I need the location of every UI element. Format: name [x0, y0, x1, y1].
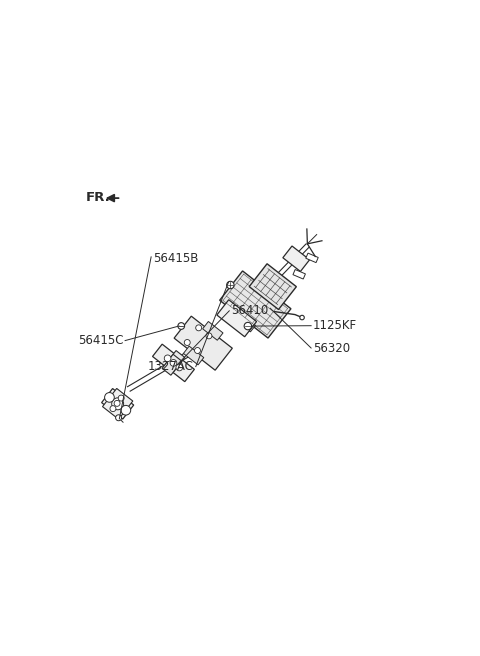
Circle shape	[170, 359, 177, 366]
Polygon shape	[165, 350, 185, 371]
Circle shape	[227, 281, 234, 289]
Polygon shape	[230, 310, 255, 332]
Circle shape	[194, 348, 201, 354]
Polygon shape	[283, 246, 310, 272]
Text: FR.: FR.	[86, 191, 111, 204]
Polygon shape	[306, 253, 318, 262]
Polygon shape	[255, 277, 281, 300]
Circle shape	[300, 316, 304, 319]
Text: 56320: 56320	[313, 342, 350, 354]
Circle shape	[114, 400, 120, 406]
Circle shape	[244, 322, 252, 330]
Circle shape	[110, 405, 116, 411]
Circle shape	[176, 364, 183, 371]
Polygon shape	[183, 346, 204, 365]
Circle shape	[121, 405, 131, 415]
Circle shape	[196, 325, 202, 331]
Circle shape	[105, 392, 114, 402]
Polygon shape	[293, 270, 305, 279]
Polygon shape	[153, 344, 194, 382]
Polygon shape	[203, 321, 223, 340]
Circle shape	[164, 355, 171, 361]
Text: 56415C: 56415C	[78, 334, 123, 347]
Circle shape	[184, 340, 190, 346]
Polygon shape	[103, 388, 133, 419]
Text: 1125KF: 1125KF	[313, 319, 357, 332]
Polygon shape	[162, 354, 182, 375]
Circle shape	[112, 398, 124, 410]
Text: 56415B: 56415B	[153, 253, 198, 265]
Circle shape	[178, 323, 185, 329]
Text: 1327AC: 1327AC	[148, 360, 194, 373]
Circle shape	[118, 395, 124, 401]
Text: 56410: 56410	[231, 304, 268, 318]
Polygon shape	[102, 388, 134, 419]
Polygon shape	[220, 271, 291, 338]
Polygon shape	[249, 264, 296, 310]
Polygon shape	[174, 316, 232, 370]
Circle shape	[206, 333, 212, 339]
Polygon shape	[217, 300, 257, 337]
Circle shape	[116, 415, 121, 420]
